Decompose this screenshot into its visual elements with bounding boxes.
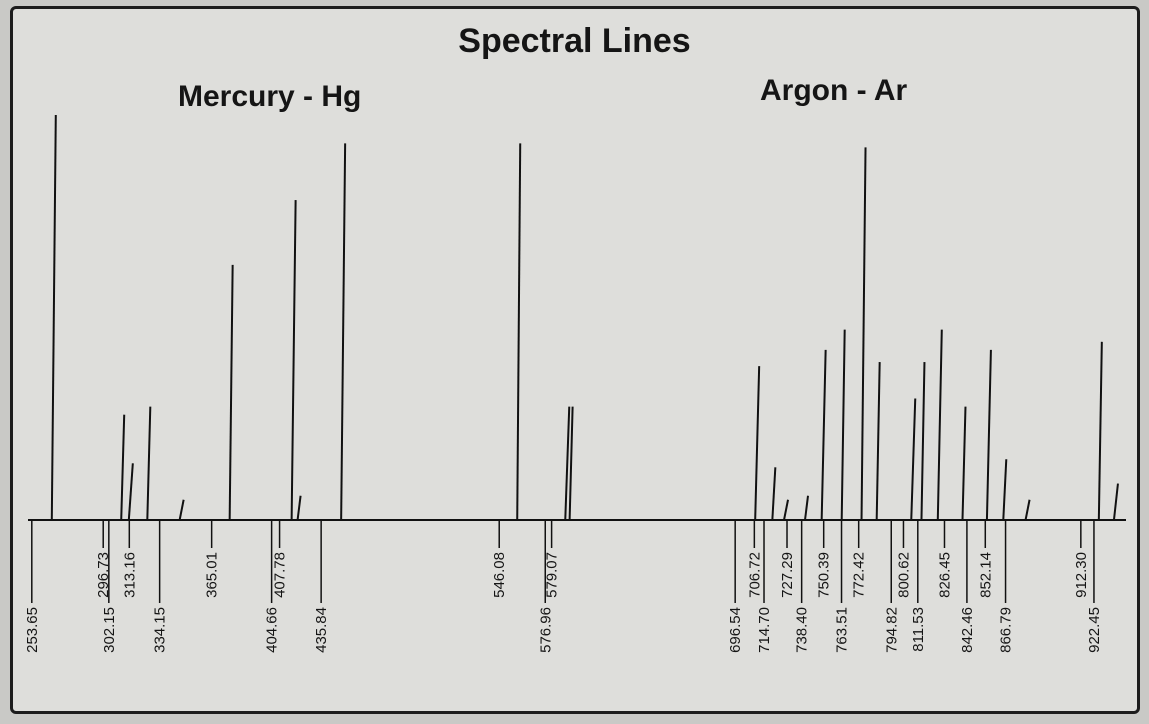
emission-bar [840,329,846,521]
emission-bar [771,467,777,521]
spectral-line-852.14: 852.14 [977,459,1008,598]
wavelength-label: 296.73 [95,552,112,598]
emission-bar [910,398,917,521]
emission-bar [783,499,789,521]
spectral-line-435.84: 435.84 [313,143,347,653]
spectral-line-579.07: 579.07 [544,406,574,598]
wavelength-label: 811.53 [910,607,927,652]
emission-bar [1002,459,1008,521]
wavelength-label: 866.79 [998,607,1015,653]
spectral-line-302.15: 302.15 [101,463,134,653]
emission-bar [820,349,827,521]
wavelength-label: 313.16 [121,552,138,598]
emission-bar [804,495,809,521]
emission-bar [146,406,152,521]
emission-bar [127,463,134,521]
emission-bar [120,414,126,521]
emission-bar [875,362,881,521]
spectral-line-706.72: 706.72 [746,467,777,598]
wavelength-label: 842.46 [959,607,976,653]
spectral-line-313.16: 313.16 [121,406,152,598]
emission-bar [920,362,926,521]
emission-bar [860,147,867,521]
emission-bar [961,406,967,521]
wavelength-label: 435.84 [313,607,330,653]
wavelength-label: 794.82 [883,607,900,653]
emission-bar [228,264,234,521]
spectral-line-826.45: 826.45 [936,406,967,598]
wavelength-label: 546.08 [491,552,508,598]
spectral-line-714.70: 714.70 [756,499,789,653]
emission-bar [936,329,943,521]
group-label-mercury: Mercury - Hg [178,80,362,113]
wavelength-label: 696.54 [727,607,744,653]
emission-bar [340,143,347,521]
wavelength-label: 302.15 [101,607,118,653]
spectral-line-404.66: 404.66 [264,200,297,653]
wavelength-label: 912.30 [1073,552,1090,598]
spectral-line-763.51: 763.51 [834,147,867,653]
spectral-chart-card [10,6,1140,714]
emission-bar [1112,483,1119,521]
wavelength-label: 852.14 [977,552,994,598]
emission-bar [1097,341,1103,521]
spectral-line-794.82: 794.82 [883,398,917,653]
emission-bar [1024,499,1031,521]
spectral-line-922.45: 922.45 [1086,483,1119,653]
spectral-line-407.78: 407.78 [272,495,302,598]
emission-bar [754,366,761,521]
spectral-line-811.53: 811.53 [910,329,943,652]
emission-bar [564,406,571,521]
chart-title: Spectral Lines [458,22,691,60]
wavelength-label: 772.42 [851,552,868,598]
spectral-line-696.54: 696.54 [727,366,761,653]
wavelength-label: 253.65 [24,607,41,653]
spectral-line-772.42: 772.42 [851,362,881,598]
wavelength-label: 706.72 [746,552,763,598]
wavelength-label: 738.40 [794,607,811,653]
wavelength-label: 800.62 [895,552,912,598]
wavelength-label: 922.45 [1086,607,1103,653]
spectral-line-546.08: 546.08 [491,143,522,598]
wavelength-label: 727.29 [779,552,796,598]
wavelength-label: 404.66 [264,607,281,653]
wavelength-label: 365.01 [204,552,221,598]
wavelength-label: 576.96 [537,607,554,653]
spectral-line-296.73: 296.73 [95,414,126,598]
spectral-line-750.39: 750.39 [816,329,846,598]
spectral-line-866.79: 866.79 [998,499,1031,653]
wavelength-label: 579.07 [544,552,561,598]
emission-bar [516,143,522,521]
wavelength-label: 407.78 [272,552,289,598]
spectral-line-576.96: 576.96 [537,406,571,653]
spectral-line-738.40: 738.40 [794,349,827,653]
wavelength-label: 763.51 [834,607,851,653]
group-label-argon: Argon - Ar [760,74,908,107]
spectral-line-912.30: 912.30 [1073,341,1103,598]
emission-bar [296,495,302,521]
spectral-line-842.46: 842.46 [959,349,992,653]
emission-bar [290,200,297,521]
emission-bar [178,499,185,521]
spectral-line-365.01: 365.01 [204,264,234,598]
spectral-line-727.29: 727.29 [779,495,809,598]
emission-bar [568,406,574,521]
wavelength-label: 826.45 [936,552,953,598]
emission-bar [985,349,992,521]
wavelength-label: 714.70 [756,607,773,653]
spectral-line-800.62: 800.62 [895,362,926,598]
wavelength-label: 750.39 [816,552,833,598]
emission-bar [50,114,57,521]
spectral-line-334.15: 334.15 [152,499,185,653]
wavelength-label: 334.15 [152,607,169,653]
spectral-line-253.65: 253.65 [24,114,57,653]
